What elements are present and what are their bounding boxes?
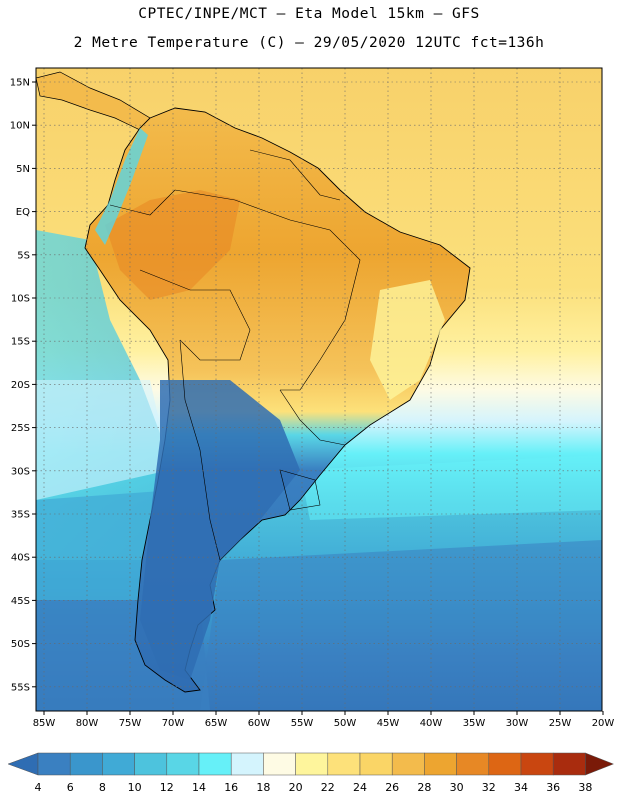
lon-label: 55W — [291, 718, 314, 729]
colorbar-swatch — [359, 752, 393, 776]
lon-label: 45W — [377, 718, 400, 729]
colorbar-label: 20 — [289, 781, 303, 794]
colorbar-label: 10 — [128, 781, 142, 794]
lat-label: 55S — [11, 682, 30, 693]
colorbar-label: 8 — [99, 781, 106, 794]
lat-label: 5S — [17, 250, 30, 261]
map-frame — [35, 67, 603, 712]
lat-label: 40S — [11, 553, 30, 564]
colorbar-label: 32 — [482, 781, 496, 794]
lat-label: 30S — [11, 466, 30, 477]
colorbar-label: 24 — [353, 781, 367, 794]
colorbar-label: 18 — [256, 781, 270, 794]
lon-label: 80W — [76, 718, 99, 729]
country-borders — [109, 149, 361, 561]
lon-label: 40W — [420, 718, 443, 729]
graticule — [36, 68, 602, 711]
colorbar-swatch — [327, 752, 361, 776]
lat-label: 50S — [11, 639, 30, 650]
colorbar-swatch — [520, 752, 554, 776]
lat-label: 20S — [11, 380, 30, 391]
lon-label: 50W — [334, 718, 357, 729]
colorbar-label: 4 — [35, 781, 42, 794]
south-atlantic-cold-region — [200, 540, 602, 711]
colorbar-label: 36 — [546, 781, 560, 794]
lon-label: 20W — [592, 718, 615, 729]
lat-label: 35S — [11, 510, 30, 521]
colorbar-label: 28 — [417, 781, 431, 794]
colorbar-swatch — [391, 752, 425, 776]
map-title-line2: 2 Metre Temperature (C) – 29/05/2020 12U… — [73, 35, 545, 51]
colorbar-swatch — [488, 752, 522, 776]
colorbar-label: 12 — [160, 781, 174, 794]
temperature-colorbar: 4 6 8 10 12 14 16 18 20 22 24 26 28 30 32 34 36 38 — [7, 752, 615, 794]
colorbar-label: 16 — [224, 781, 238, 794]
colorbar-swatch — [295, 752, 329, 776]
lon-label: 35W — [463, 718, 486, 729]
colorbar-swatch — [134, 752, 168, 776]
colorbar-swatch — [166, 752, 200, 776]
southern-cone-cold-region — [140, 380, 300, 680]
atlantic-cool-band — [300, 455, 602, 520]
lon-label: 60W — [248, 718, 271, 729]
colorbar-label: 30 — [450, 781, 464, 794]
colorbar-swatch — [456, 752, 490, 776]
lon-label: 30W — [506, 718, 529, 729]
longitude-axis: 85W 80W 75W 70W 65W 60W 55W 50W 45W 40W 35W 30W 25W 2… — [33, 711, 615, 729]
colorbar-max-arrow — [585, 752, 615, 776]
lon-label: 75W — [119, 718, 142, 729]
lat-label: 15S — [11, 337, 30, 348]
lon-label: 85W — [33, 718, 56, 729]
brazil-highland-mild — [370, 280, 445, 400]
lat-label: 25S — [11, 423, 30, 434]
colorbar-swatch — [230, 752, 264, 776]
lat-label: 5N — [16, 164, 30, 175]
colorbar-label: 34 — [514, 781, 528, 794]
colorbar-label: 14 — [192, 781, 206, 794]
lon-label: 65W — [205, 718, 228, 729]
lon-label: 25W — [549, 718, 572, 729]
colorbar-swatch — [69, 752, 103, 776]
amazon-hot-region — [105, 190, 240, 300]
map-title-line1: CPTEC/INPE/MCT – Eta Model 15km – GFS — [138, 6, 480, 22]
colorbar-label: 38 — [578, 781, 592, 794]
colorbar-min-arrow — [7, 752, 39, 776]
colorbar-swatch — [37, 752, 71, 776]
lat-label: 10S — [11, 294, 30, 305]
colorbar-swatch — [263, 752, 296, 776]
lat-label: EQ — [16, 207, 30, 218]
colorbar-swatch — [198, 752, 232, 776]
lon-label: 70W — [162, 718, 185, 729]
northern-andes-cold-strip — [95, 128, 148, 245]
latitude-axis: 15N 10N 5N EQ 5S 10S 15S 20S 25S 30S 35S 40S 45S 50S 5… — [10, 78, 36, 693]
lat-label: 45S — [11, 596, 30, 607]
map-area — [36, 68, 602, 711]
colorbar-label: 22 — [321, 781, 335, 794]
colorbar-label: 26 — [385, 781, 399, 794]
colorbar-swatch — [424, 752, 457, 776]
colorbar-swatch — [552, 752, 586, 776]
lat-label: 15N — [10, 78, 30, 89]
colorbar-label: 6 — [67, 781, 74, 794]
pacific-mild-region — [36, 380, 170, 500]
lat-label: 10N — [10, 121, 30, 132]
colorbar-swatch — [102, 752, 135, 776]
